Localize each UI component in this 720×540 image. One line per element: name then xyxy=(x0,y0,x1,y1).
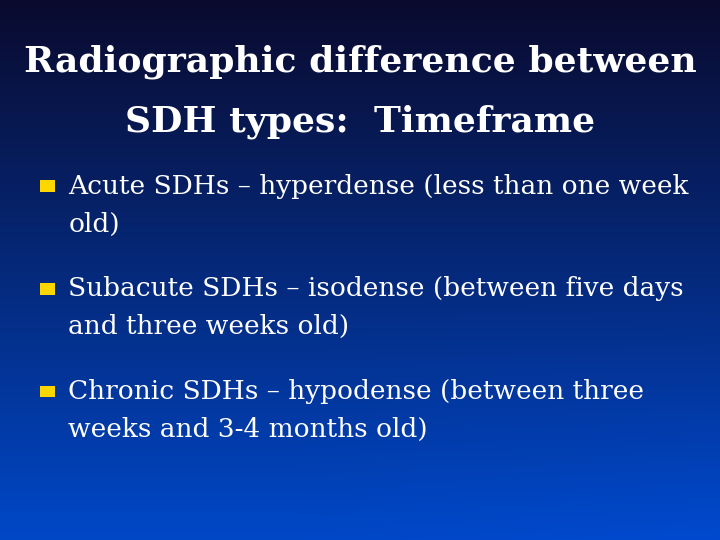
Text: weeks and 3-4 months old): weeks and 3-4 months old) xyxy=(68,417,428,442)
FancyBboxPatch shape xyxy=(40,386,55,397)
Text: Subacute SDHs – isodense (between five days: Subacute SDHs – isodense (between five d… xyxy=(68,276,684,301)
Text: old): old) xyxy=(68,212,120,237)
FancyBboxPatch shape xyxy=(40,180,55,192)
Text: and three weeks old): and three weeks old) xyxy=(68,314,349,339)
FancyBboxPatch shape xyxy=(40,283,55,295)
Text: Radiographic difference between: Radiographic difference between xyxy=(24,45,696,79)
Text: SDH types:  Timeframe: SDH types: Timeframe xyxy=(125,104,595,139)
Text: Chronic SDHs – hypodense (between three: Chronic SDHs – hypodense (between three xyxy=(68,379,644,404)
Text: Acute SDHs – hyperdense (less than one week: Acute SDHs – hyperdense (less than one w… xyxy=(68,174,689,199)
